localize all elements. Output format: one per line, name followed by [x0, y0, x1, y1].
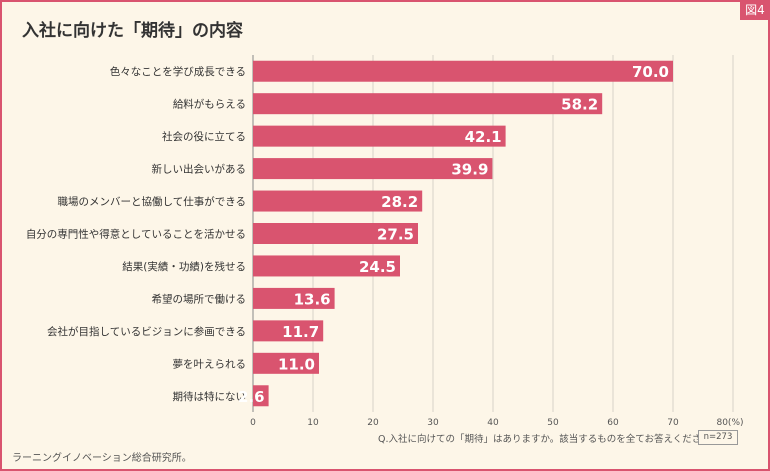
chart-title: 入社に向けた「期待」の内容 — [22, 21, 243, 41]
bar-value-label: 42.1 — [465, 128, 502, 146]
figure-tag: 図4 — [740, 0, 770, 20]
bar-value-label: 28.2 — [381, 193, 418, 211]
category-label: 結果(実績・功績)を残せる — [122, 260, 246, 273]
category-label: 期待は特にない — [173, 390, 247, 403]
x-tick-label: 40 — [487, 418, 499, 428]
x-tick-label: 80(%) — [716, 418, 743, 428]
bar — [253, 352, 319, 374]
bar — [253, 125, 506, 147]
x-tick-label: 60 — [607, 418, 619, 428]
x-tick-label: 0 — [250, 418, 256, 428]
bar — [253, 93, 603, 115]
bar — [253, 320, 324, 342]
bar-value-label: 24.5 — [359, 258, 396, 276]
bar-value-label: 13.6 — [294, 290, 331, 308]
bar — [253, 190, 423, 212]
question-footnote: Q.入社に向けての「期待」はありますか。該当するものを全てお答えください。 — [378, 434, 721, 445]
bar-value-label: 27.5 — [377, 226, 414, 244]
bar-value-label: 11.0 — [278, 355, 315, 373]
category-label: 希望の場所で働ける — [152, 292, 247, 305]
bar — [253, 287, 335, 309]
bar — [253, 158, 493, 180]
x-tick-label: 20 — [367, 418, 379, 428]
bar — [253, 255, 400, 277]
x-tick-label: 50 — [547, 418, 559, 428]
sample-size-badge: n=273 — [698, 430, 738, 445]
bar-value-label: 11.7 — [282, 323, 319, 341]
bar-value-label: 39.9 — [451, 161, 488, 179]
bar-value-label: 58.2 — [561, 96, 598, 114]
x-tick-label: 30 — [427, 418, 439, 428]
bar — [253, 60, 673, 82]
bar-value-label: 70.0 — [632, 63, 669, 81]
bar-value-label: 2.6 — [238, 388, 265, 406]
category-label: 会社が目指しているビジョンに参画できる — [47, 325, 246, 338]
category-label: 給料がもらえる — [173, 98, 246, 111]
bar — [253, 385, 269, 407]
category-label: 新しい出会いがある — [152, 163, 247, 176]
category-label: 夢を叶えられる — [173, 357, 247, 370]
x-tick-label: 10 — [307, 418, 319, 428]
category-label: 社会の役に立てる — [162, 130, 246, 143]
source-credit: ラーニングイノベーション総合研究所。 — [12, 453, 192, 464]
category-label: 色々なことを学び成長できる — [110, 65, 246, 78]
category-label: 自分の専門性や得意としていることを活かせる — [26, 228, 246, 241]
category-label: 職場のメンバーと協働して仕事ができる — [58, 195, 246, 208]
x-tick-label: 70 — [667, 418, 679, 428]
bar — [253, 223, 418, 244]
